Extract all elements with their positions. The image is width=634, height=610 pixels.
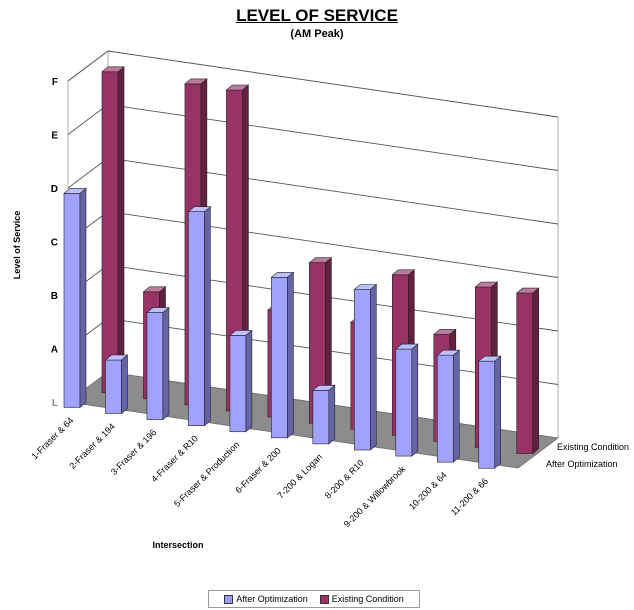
legend-label-after-optimization: After Optimization [236, 594, 308, 604]
bar-after-optimization-top [270, 271, 295, 278]
bar-after-optimization [146, 312, 164, 420]
bar-after-optimization-side [287, 271, 294, 439]
y-tick-label: C [51, 238, 58, 249]
bar-after-optimization [105, 359, 122, 414]
bar-existing-condition-side [532, 287, 540, 455]
gridline [67, 50, 559, 118]
bar-after-optimization-top [311, 385, 336, 391]
bar-existing-condition-top [515, 287, 540, 294]
y-tick-label: F [52, 77, 58, 88]
bar-after-optimization [354, 289, 371, 451]
y-tick-label: L [52, 398, 58, 409]
x-tick-label: 1-Fraser & 64 [29, 415, 75, 461]
bar-after-optimization-side [79, 187, 87, 409]
bar-after-optimization [188, 211, 205, 426]
x-tick-label: 3-Fraser & 196 [109, 427, 159, 477]
y-tick-label: D [51, 184, 58, 195]
bar-existing-condition-top [308, 257, 333, 264]
bar-after-optimization-side [162, 306, 170, 421]
bar-after-optimization [395, 348, 413, 457]
bar-after-optimization [436, 354, 454, 463]
bar-after-optimization-side [494, 355, 502, 469]
depth-label-existing-condition: Existing Condition [557, 442, 629, 452]
x-tick-label: 4-Fraser & R10 [149, 433, 200, 484]
x-tick-label: 11-200 & 66 [449, 476, 490, 517]
y-tick-label: A [51, 345, 58, 356]
bar-existing-condition [516, 292, 534, 454]
bar-existing-condition-top [432, 329, 457, 335]
bar-after-optimization-top [104, 354, 129, 361]
legend-item-existing-condition: Existing Condition [319, 594, 404, 604]
bar-after-optimization-side [204, 206, 211, 427]
bar-existing-condition [101, 71, 119, 394]
legend-swatch-after-optimization [224, 594, 234, 604]
legend-item-after-optimization: After Optimization [224, 594, 308, 604]
x-axis-label: Intersection [152, 540, 203, 550]
bar-existing-condition-top [225, 84, 250, 91]
bar-existing-condition-top [142, 286, 167, 293]
x-tick-label: 6-Fraser & 200 [233, 446, 283, 496]
bar-after-optimization-top [353, 284, 378, 290]
bar-after-optimization-side [452, 349, 460, 463]
bar-after-optimization [312, 390, 330, 445]
y-tick-label: E [51, 131, 58, 142]
bar-after-optimization [271, 277, 288, 439]
x-tick-label: 10-200 & 64 [407, 470, 449, 512]
bar-after-optimization-top [394, 343, 419, 350]
bar-after-optimization-top [63, 188, 87, 194]
y-axis-label: Level of Service [12, 211, 22, 280]
depth-label-after-optimization: After Optimization [546, 459, 618, 469]
bar-after-optimization-top [187, 206, 212, 212]
chart-title: LEVEL OF SERVICE [236, 6, 398, 25]
bar-after-optimization [229, 335, 247, 433]
bar-after-optimization-top [477, 355, 502, 362]
bar-after-optimization-side [369, 283, 377, 451]
bar-after-optimization-side [245, 329, 253, 433]
bar-after-optimization-top [229, 330, 253, 336]
bar-after-optimization-side [328, 384, 336, 445]
bar-after-optimization-side [121, 354, 128, 415]
bar-existing-condition-top [101, 66, 125, 73]
bar-after-optimization-top [436, 349, 461, 356]
bar-existing-condition-top [474, 281, 499, 288]
chart-subtitle: (AM Peak) [290, 28, 344, 40]
legend-swatch-existing-condition [319, 594, 329, 604]
chart-legend: After Optimization Existing Condition [208, 590, 420, 608]
bar-after-optimization-side [411, 343, 419, 457]
x-tick-label: 2-Fraser & 194 [67, 421, 117, 471]
legend-label-existing-condition: Existing Condition [331, 594, 404, 604]
bar-existing-condition-side [117, 66, 125, 394]
bar-existing-condition-top [184, 78, 208, 85]
bar-after-optimization-top [146, 307, 170, 313]
bar-after-optimization [478, 360, 496, 469]
bar-after-optimization [63, 193, 81, 408]
bar-existing-condition-top [391, 269, 416, 276]
y-tick-label: B [51, 291, 58, 302]
x-tick-label: 7-200 & Logan [275, 452, 324, 501]
x-tick-label: 8-200 & R10 [323, 458, 366, 501]
